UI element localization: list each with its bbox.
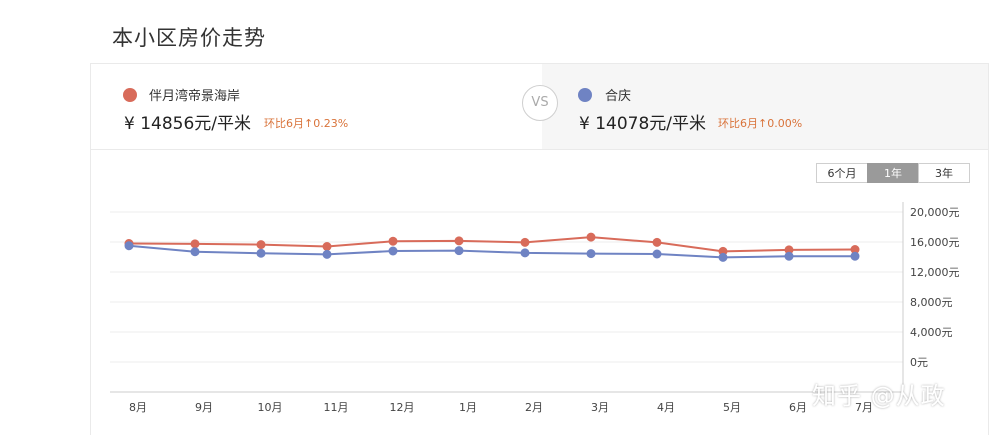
right-change: 环比6月↑0.00% [718,117,803,130]
x-tick-label: 3月 [591,401,609,414]
x-tick-label: 12月 [390,401,415,414]
right-price: ¥ 14078元/平米 [579,114,707,134]
series-point-1 [454,246,464,256]
y-tick-label: 12,000元 [910,266,960,279]
range-3-years-button[interactable]: 3年 [918,163,970,183]
series-point-1 [388,246,398,256]
watermark-text: 知乎 @从政 [812,382,946,410]
x-tick-label: 6月 [789,401,807,414]
y-tick-label: 0元 [910,356,928,369]
compare-right: 合庆 ¥ 14078元/平米 环比6月↑0.00% [542,64,988,149]
x-tick-label: 4月 [657,401,675,414]
y-tick-label: 4,000元 [910,326,953,339]
series-point-1 [586,249,596,259]
series-line-0 [128,236,856,253]
series-point-1 [190,247,200,257]
left-change: 环比6月↑0.23% [264,117,349,130]
series-point-0 [850,245,860,254]
compare-left: 伴月湾帝景海岸 ¥ 14856元/平米 环比6月↑0.23% [91,64,542,149]
series-point-1 [652,249,662,259]
range-6-months-button[interactable]: 6个月 [816,163,868,183]
x-tick-label: 8月 [129,401,147,414]
series-point-1 [718,252,728,262]
left-price: ¥ 14856元/平米 [124,114,252,134]
x-tick-label: 1月 [459,401,477,414]
range-1-year-button[interactable]: 1年 [867,163,919,183]
comparison-panel: 伴月湾帝景海岸 ¥ 14856元/平米 环比6月↑0.23% 合庆 ¥ 1407… [91,64,988,150]
left-series-dot-icon [123,88,137,102]
series-point-0 [520,237,530,247]
x-tick-label: 9月 [195,401,213,414]
y-tick-label: 8,000元 [910,296,953,309]
x-tick-label: 5月 [723,401,741,414]
series-point-0 [256,240,266,250]
series-point-1 [784,251,794,261]
y-tick-label: 16,000元 [910,236,960,249]
right-series-dot-icon [578,88,592,102]
right-name: 合庆 [605,89,632,104]
series-point-1 [256,248,266,258]
series-point-0 [652,237,662,247]
x-tick-label: 2月 [525,401,543,414]
series-point-1 [322,249,332,259]
series-point-0 [190,239,200,249]
series-point-0 [454,236,464,246]
series-point-1 [520,248,530,258]
y-tick-label: 20,000元 [910,206,960,219]
series-point-0 [586,232,596,242]
vs-badge: VS [522,85,558,121]
series-point-0 [784,245,794,255]
series-point-1 [850,251,860,261]
series-point-0 [388,236,398,246]
left-name: 伴月湾帝景海岸 [149,89,241,104]
series-line-1 [128,244,855,259]
x-tick-label: 11月 [324,401,349,414]
x-tick-label: 10月 [258,401,283,414]
series-point-1 [124,241,134,251]
series-point-0 [322,242,332,251]
x-tick-label: 7月 [855,401,873,414]
page-title: 本小区房价走势 [112,26,266,50]
